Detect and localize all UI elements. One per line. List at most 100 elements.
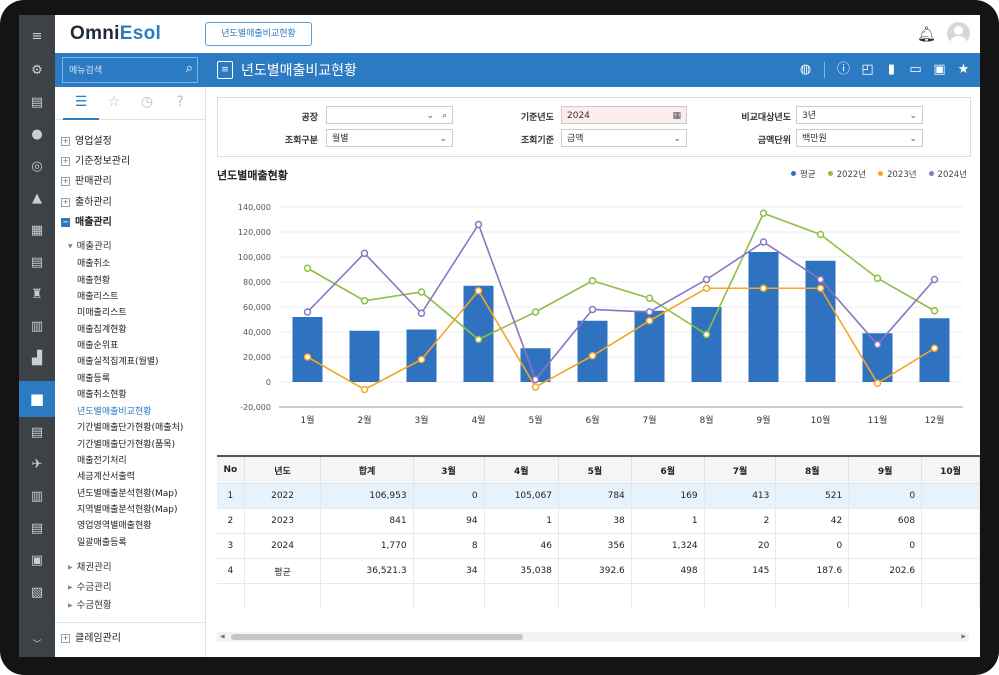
tab-active-page[interactable]: 년도별매출비교현황	[205, 22, 312, 46]
print-doc-icon[interactable]: ▣	[30, 553, 44, 568]
search-icon[interactable]: ⌕	[441, 111, 447, 121]
sidebar-item[interactable]: 매출취소	[77, 259, 111, 269]
report-icon[interactable]: ▤	[30, 255, 44, 270]
sidebar-group[interactable]: + 출하관리	[61, 197, 112, 208]
sidebar-group-open[interactable]: − 매출관리	[61, 217, 112, 228]
sidebar-subgroup[interactable]: ▶ 수금현황	[68, 600, 112, 611]
scroll-right-icon[interactable]: ▶	[961, 633, 966, 640]
gear-icon[interactable]: ⚙	[31, 63, 43, 78]
chevron-down-icon[interactable]: ﹀	[32, 640, 42, 650]
caret-right-icon: ▶	[68, 602, 73, 609]
sidebar-item[interactable]: 매출취소현황	[77, 390, 127, 400]
sidebar-item[interactable]: 매출리스트	[77, 292, 119, 302]
column-header[interactable]: No	[217, 457, 245, 484]
column-header[interactable]: 8월	[775, 457, 850, 484]
sidebar-item[interactable]: 매출실적집계표(월별)	[77, 357, 159, 367]
sidebar-item[interactable]: 기간별매출단가현황(품목)	[77, 440, 176, 450]
horizontal-scrollbar[interactable]: ◀ ▶	[217, 632, 969, 642]
sidebar-item[interactable]: 매출등록	[77, 374, 111, 384]
favorite-star-icon[interactable]: ☆	[107, 94, 121, 110]
series-point	[588, 277, 597, 285]
column-header[interactable]: 9월	[848, 457, 923, 484]
column-header[interactable]: 7월	[704, 457, 777, 484]
building-icon[interactable]: ▥	[30, 319, 44, 334]
table-row[interactable]: 1 2022 106,953 0 105,067 784 169 413 521 0	[217, 483, 980, 509]
network-icon[interactable]: ▟	[32, 351, 42, 366]
scale-icon[interactable]: ♜	[31, 287, 43, 302]
query-type-select[interactable]: 월별 ⌄	[326, 129, 453, 147]
factory-select[interactable]: ⌄ ⌕	[326, 106, 453, 124]
briefcase-icon[interactable]: ■	[19, 381, 55, 417]
series-point	[417, 288, 426, 296]
ledger-icon[interactable]: ▤	[30, 521, 44, 536]
icon-rail: ≡ ⚙ ▤ ● ◎ ▲ ▦ ▤ ♜ ▥ ▟ ■ ▤ ✈ ▥ ▤ ▣ ▧ ﹀	[19, 15, 55, 657]
menu-search-input[interactable]: 메뉴검색 ⌕	[62, 57, 198, 83]
search-icon[interactable]: ⌕	[185, 61, 193, 76]
column-header[interactable]: 3월	[413, 457, 485, 484]
table-row[interactable]: 3 2024 1,770 8 46 356 1,324 20 0 0	[217, 533, 980, 559]
column-header[interactable]: 4월	[484, 457, 559, 484]
star-icon[interactable]: ★	[957, 62, 970, 77]
base-year-field[interactable]: 2024 ▦	[561, 106, 687, 124]
bell-icon[interactable]: 🔔︎	[916, 25, 936, 43]
table-row[interactable]: 2 2023 841 94 1 38 1 2 42 608	[217, 508, 980, 534]
menu-toggle-icon[interactable]: ≡	[31, 29, 43, 44]
sidebar-subgroup[interactable]: ▼ 매출관리	[68, 241, 112, 252]
history-clock-icon[interactable]: ◷	[140, 94, 154, 110]
info-icon[interactable]: ⓘ	[836, 62, 850, 77]
preview-icon[interactable]: ◰	[861, 62, 874, 77]
sidebar-item[interactable]: 매출집계현황	[77, 325, 127, 335]
invoice-icon[interactable]: ▤	[30, 425, 44, 440]
sidebar-group[interactable]: + 판매관리	[61, 176, 112, 187]
sidebar-group[interactable]: + 영업설정	[61, 136, 112, 147]
sidebar-item[interactable]: 매출전기처리	[77, 456, 127, 466]
calendar-icon[interactable]: ▦	[672, 111, 681, 121]
column-header[interactable]: 년도	[244, 457, 322, 484]
sidebar-item[interactable]: 영업영역별매출현황	[77, 521, 152, 531]
table-row[interactable]: 4 평균 36,521.3 34 35,038 392.6 498 145 187.6 202.6	[217, 558, 980, 584]
menu-list-icon[interactable]: ☰	[63, 93, 99, 120]
sidebar-item[interactable]: 미매출리스트	[77, 308, 127, 318]
table-cell: 46	[484, 533, 559, 559]
scroll-thumb[interactable]	[231, 634, 523, 640]
sidebar-item[interactable]: 매출현황	[77, 276, 111, 286]
sidebar-item[interactable]: 지역별매출분석현황(Map)	[77, 505, 178, 515]
help-icon[interactable]: ?	[176, 94, 184, 110]
book-icon[interactable]: ▧	[30, 585, 44, 600]
table-cell: 42	[775, 508, 850, 534]
save-icon[interactable]: ▣	[933, 62, 946, 77]
print-icon[interactable]: ▭	[909, 62, 922, 77]
sidebar-group[interactable]: + 클레임관리	[61, 633, 121, 644]
truck-icon[interactable]: ▲	[32, 191, 42, 206]
column-header[interactable]: 10월	[921, 457, 980, 484]
column-header[interactable]: 5월	[558, 457, 632, 484]
sidebar-item[interactable]: 기간별매출단가현황(매출처)	[77, 423, 184, 433]
query-basis-select[interactable]: 금액 ⌄	[561, 129, 687, 147]
x-tick-label: 10월	[811, 414, 831, 426]
column-header[interactable]: 6월	[631, 457, 705, 484]
factory-icon[interactable]: ▥	[30, 489, 44, 504]
sidebar-item[interactable]: 년도별매출비교현황	[77, 407, 152, 417]
page-header-bar: 메뉴검색 ⌕ ≡ 년도별매출비교현황 ◍ ⓘ ◰ ▮ ▭ ▣ ★	[55, 53, 980, 87]
plane-icon[interactable]: ✈	[31, 457, 43, 472]
sidebar-item[interactable]: 매출순위표	[77, 341, 119, 351]
compare-year-select[interactable]: 3년 ⌄	[796, 106, 923, 124]
sidebar-item[interactable]: 년도별매출분석현황(Map)	[77, 489, 178, 499]
sidebar-item[interactable]: 일괄매출등록	[77, 538, 127, 548]
sidebar-subgroup[interactable]: ▶ 수금관리	[68, 582, 112, 593]
coin-icon[interactable]: ◎	[31, 159, 43, 174]
column-header[interactable]: 합계	[320, 457, 414, 484]
scroll-left-icon[interactable]: ◀	[220, 633, 225, 640]
amount-unit-select[interactable]: 백만원 ⌄	[796, 129, 923, 147]
avatar[interactable]	[947, 22, 970, 45]
document-icon[interactable]: ▤	[30, 95, 44, 110]
sidebar-group[interactable]: + 기준정보관리	[61, 156, 131, 167]
expand-plus-icon: +	[61, 157, 70, 166]
calculator-icon[interactable]: ▦	[30, 223, 44, 238]
sidebar-item[interactable]: 세금계산서출력	[77, 472, 135, 482]
globe-icon[interactable]: ◍	[799, 62, 812, 77]
user-icon[interactable]: ●	[31, 127, 43, 142]
delete-icon[interactable]: ▮	[887, 62, 896, 77]
expand-plus-icon: +	[61, 634, 70, 643]
sidebar-subgroup[interactable]: ▶ 채권관리	[68, 562, 112, 573]
